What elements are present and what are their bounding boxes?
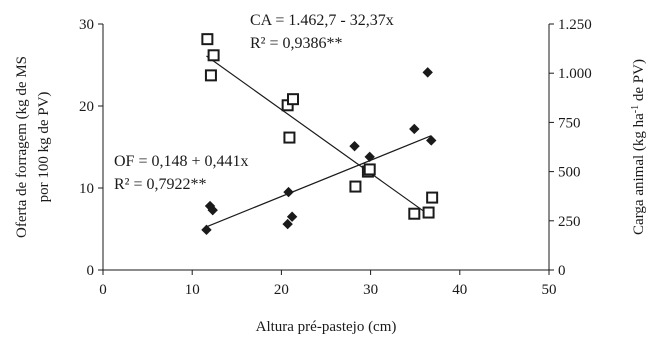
y-left-tick-label: 30 [79,17,94,33]
ca-data-point [201,33,214,46]
of-data-point [283,186,294,198]
y-right-tick-label: 0 [558,263,566,279]
ca-r2-label: R² = 0,9386** [250,35,343,52]
of-r2-label: R² = 0,7922** [114,176,207,193]
ca-data-point [408,207,421,220]
x-tick-label: 20 [274,282,289,298]
of-data-point [426,135,437,146]
ca-data-point [207,49,220,62]
y-left-axis-title-line1: Oferta de forragem (kg de MS [14,56,30,238]
x-tick-label: 50 [542,282,557,298]
of-data-point [364,151,375,163]
ca-data-point [349,180,362,193]
of-data-point [201,224,212,236]
x-tick-label: 0 [99,282,107,298]
y-left-tick-label: 10 [79,181,94,197]
of-data-point [282,218,293,230]
x-tick-label: 30 [363,282,378,298]
ca-trend-line [206,55,432,218]
ca-data-point [286,93,299,106]
of-data-point [349,140,360,152]
y-right-tick-label: 250 [558,214,581,230]
of-trend-line [206,135,432,228]
of-data-point [422,67,433,78]
fit-lines-layer [206,55,432,228]
y-right-tick-label: 1.000 [558,66,592,82]
ca-data-point [283,131,296,144]
of-data-point [286,211,298,222]
y-left-axis-title-line2: por 100 kg de PV) [36,92,52,203]
of-data-point [207,204,218,216]
y-right-tick-label: 750 [558,115,581,131]
of-equation-label: OF = 0,148 + 0,441x [114,153,249,170]
ca-data-point [204,69,217,82]
x-tick-label: 10 [185,282,200,298]
y-left-tick-label: 20 [79,99,94,115]
y-right-axis-title: Carga animal (kg ha-1 de PV) [630,59,648,235]
y-right-tick-label: 1.250 [558,17,592,33]
ca-data-point [363,163,376,176]
ca-equation-label: CA = 1.462,7 - 32,37x [250,12,394,29]
y-right-axis-title-sup: -1 [630,105,641,113]
x-tick-label: 40 [452,282,467,298]
y-right-tick-label: 500 [558,165,581,181]
ca-data-point [426,191,439,204]
x-axis-title: Altura pré-pastejo (cm) [256,319,397,335]
y-right-axis-title-main: Carga animal (kg ha [631,113,647,235]
ca-data-point [422,206,435,219]
of-data-point [409,123,420,135]
y-left-tick-label: 0 [87,263,95,279]
y-right-axis-title-end: de PV) [631,59,647,105]
data-points-layer [201,33,439,236]
